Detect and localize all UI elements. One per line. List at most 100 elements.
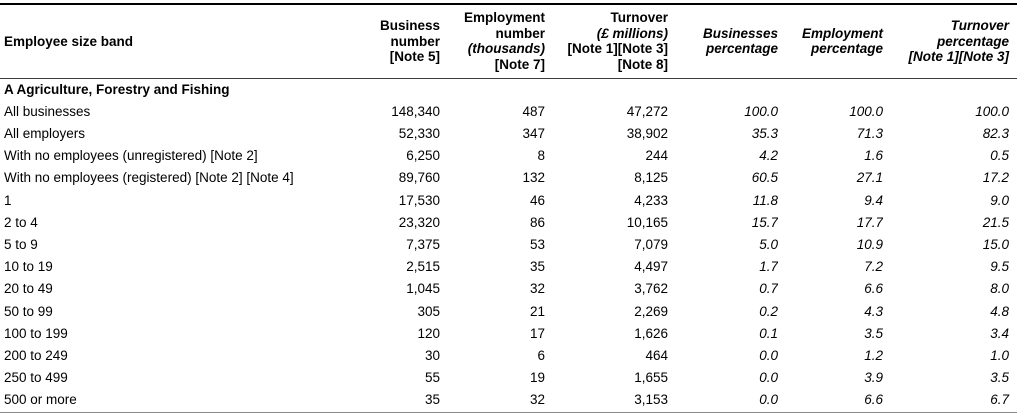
cell-business-number: 2,515 — [406, 259, 440, 275]
cell-businesses-percentage: 0.1 — [759, 325, 778, 341]
cell-turnover: 4,233 — [634, 192, 668, 208]
cell-turnover: 3,762 — [634, 281, 668, 297]
cell-employment-number: 35 — [529, 259, 545, 275]
table-row: 100 to 199 120 17 1,626 0.1 3.5 3.4 — [0, 323, 1017, 345]
column-header-line: Turnover — [950, 18, 1009, 33]
cell-employment-percentage: 6.6 — [864, 392, 883, 408]
cell-band: 100 to 199 — [4, 325, 68, 341]
table-row: 10 to 19 2,515 35 4,497 1.7 7.2 9.5 — [0, 256, 1017, 278]
column-header-line: Businesses — [702, 25, 778, 41]
column-header-line: percentage — [705, 41, 778, 57]
table-row: 500 or more 35 32 3,153 0.0 6.6 6.7 — [0, 389, 1017, 411]
cell-employment-number: 19 — [529, 370, 545, 386]
table-row: All businesses 148,340 487 47,272 100.0 100.0… — [0, 101, 1017, 123]
cell-turnover-percentage: 4.8 — [990, 303, 1009, 319]
table-row: 2 to 4 23,320 86 10,165 15.7 17.7 21.5 — [0, 212, 1017, 234]
cell-employment-percentage: 4.3 — [864, 303, 883, 319]
cell-turnover-percentage: 8.0 — [990, 281, 1009, 297]
cell-turnover-percentage: 9.0 — [990, 192, 1009, 208]
column-header-line: (£ millions) — [596, 25, 668, 41]
column-header-line: [Note 7] — [494, 56, 545, 72]
cell-band: 250 to 499 — [4, 370, 68, 386]
column-header-line: Employment — [801, 25, 883, 41]
cell-employment-number: 32 — [529, 392, 545, 408]
cell-employment-percentage: 27.1 — [856, 170, 883, 186]
cell-turnover: 10,165 — [626, 214, 668, 230]
cell-band: 50 to 99 — [4, 303, 53, 319]
cell-turnover-percentage: 3.4 — [990, 325, 1009, 341]
cell-band: All businesses — [4, 103, 91, 119]
table-body: A Agriculture, Forestry and Fishing All … — [0, 78, 1017, 412]
cell-employment-number: 21 — [529, 303, 545, 319]
cell-employment-number: 6 — [537, 347, 545, 363]
column-header-line: (thousands) — [467, 41, 545, 57]
cell-band: 2 to 4 — [4, 214, 38, 230]
cell-band: 5 to 9 — [4, 236, 38, 252]
cell-employment-percentage: 6.6 — [864, 281, 883, 297]
column-header-line: [Note 5] — [389, 49, 440, 64]
cell-employment-number: 32 — [529, 281, 545, 297]
cell-employment-percentage: 3.5 — [864, 325, 883, 341]
column-header-line: percentage — [810, 41, 883, 57]
header-row: Employee size band Business number [Note 5]… — [0, 5, 1017, 79]
cell-business-number: 23,320 — [398, 214, 440, 230]
column-header-line: Turnover — [610, 10, 668, 26]
cell-turnover-percentage: 1.0 — [990, 347, 1009, 363]
column-header-turnover-percentage: Turnover percentage [Note 1][Note 3] — [883, 5, 1017, 79]
cell-employment-percentage: 9.4 — [864, 192, 883, 208]
cell-businesses-percentage: 1.7 — [759, 259, 778, 275]
cell-turnover: 1,655 — [634, 370, 668, 386]
cell-employment-percentage: 1.6 — [864, 148, 883, 164]
cell-band: 1 — [4, 192, 12, 208]
column-header-businesses-percentage: Businesses percentage — [668, 5, 778, 79]
cell-businesses-percentage: 0.2 — [759, 303, 778, 319]
cell-employment-number: 132 — [522, 170, 545, 186]
cell-turnover: 464 — [645, 347, 668, 363]
cell-band: With no employees (registered) [Note 2] … — [4, 170, 294, 186]
cell-business-number: 7,375 — [406, 236, 440, 252]
cell-businesses-percentage: 4.2 — [759, 148, 778, 164]
cell-turnover: 3,153 — [634, 392, 668, 408]
cell-turnover: 47,272 — [626, 103, 668, 119]
cell-employment-number: 8 — [537, 148, 545, 164]
cell-turnover: 244 — [645, 148, 668, 164]
table-row: 200 to 249 30 6 464 0.0 1.2 1.0 — [0, 345, 1017, 367]
cell-employment-number: 46 — [529, 192, 545, 208]
cell-turnover-percentage: 82.3 — [982, 125, 1009, 141]
cell-employment-number: 17 — [529, 325, 545, 341]
cell-businesses-percentage: 11.8 — [752, 192, 778, 208]
cell-employment-number: 487 — [522, 103, 545, 119]
column-header-employment-percentage: Employment percentage — [778, 5, 883, 79]
cell-turnover: 38,902 — [626, 125, 668, 141]
cell-turnover: 2,269 — [634, 303, 668, 319]
column-header-employment-number: Employment number (thousands) [Note 7] — [440, 5, 545, 79]
table-bottom-rule — [0, 411, 1017, 413]
cell-businesses-percentage: 35.3 — [751, 125, 778, 141]
cell-business-number: 148,340 — [391, 103, 440, 119]
cell-business-number: 120 — [417, 325, 440, 341]
column-header-line: Employee size band — [4, 33, 134, 49]
table-row: With no employees (unregistered) [Note 2… — [0, 145, 1017, 167]
cell-employment-number: 53 — [529, 236, 545, 252]
cell-band: 10 to 19 — [4, 259, 53, 275]
cell-employment-percentage: 1.2 — [864, 347, 883, 363]
column-header-turnover: Turnover (£ millions) [Note 1][Note 3] [Not… — [545, 5, 669, 79]
cell-business-number: 1,045 — [406, 281, 440, 297]
column-header-line: number — [390, 33, 440, 49]
cell-business-number: 52,330 — [398, 125, 440, 141]
cell-businesses-percentage: 0.0 — [759, 347, 778, 363]
cell-turnover-percentage: 15.0 — [982, 236, 1009, 252]
column-header-line: number — [495, 25, 545, 41]
table-row: 250 to 499 55 19 1,655 0.0 3.9 3.5 — [0, 367, 1017, 389]
document-page: Employee size band Business number [Note 5]… — [0, 3, 1017, 413]
table-row: All employers 52,330 347 38,902 35.3 71.3 82.3 — [0, 123, 1017, 145]
cell-band: 20 to 49 — [4, 281, 53, 297]
table-row: 20 to 49 1,045 32 3,762 0.7 6.6 8.0 — [0, 278, 1017, 300]
column-header-line: [Note 8] — [617, 56, 668, 72]
section-header-row: A Agriculture, Forestry and Fishing — [0, 78, 1017, 101]
cell-business-number: 89,760 — [398, 170, 440, 186]
cell-turnover-percentage: 17.2 — [982, 170, 1009, 186]
column-header-line: percentage — [936, 33, 1009, 49]
cell-turnover: 8,125 — [634, 170, 668, 186]
column-header-line: [Note 1][Note 3] — [567, 41, 669, 57]
